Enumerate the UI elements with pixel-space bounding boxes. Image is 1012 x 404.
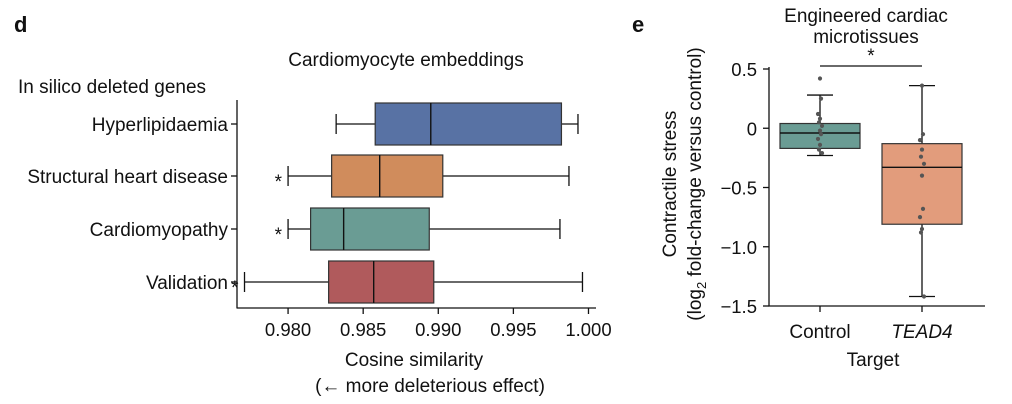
data-point	[919, 83, 925, 88]
chart-e-y-axis-label-part-a: (log	[685, 289, 706, 321]
chart-d-category-label: Validation	[146, 273, 228, 294]
chart-d-title: Cardiomyocyte embeddings	[288, 50, 524, 71]
data-point	[921, 161, 927, 166]
data-point	[817, 142, 823, 147]
iqr-box	[331, 154, 444, 198]
panel-e-chart: Engineered cardiac microtissues Contract…	[660, 6, 985, 371]
significance-star: *	[231, 278, 239, 299]
data-point	[816, 120, 822, 125]
chart-d-x-axis-note: (← more deleterious effect)	[315, 376, 545, 397]
data-point	[920, 132, 926, 137]
chart-e-title-line2: microtissues	[813, 27, 919, 48]
data-point	[816, 147, 822, 152]
data-point	[819, 151, 825, 156]
panel-label-e: e	[632, 12, 644, 37]
significance-star: *	[275, 225, 283, 246]
box-cardiomyopathy: Cardiomyopathy *	[90, 207, 561, 251]
box-hyperlipidaemia: Hyperlipidaemia	[92, 102, 579, 146]
data-point	[921, 294, 927, 299]
data-point	[815, 136, 821, 142]
chart-d-x-tick-label: 0.980	[265, 319, 311, 340]
data-point	[917, 138, 923, 143]
chart-d-x-tick-label: 0.985	[340, 319, 386, 340]
chart-d-x-axis-label: Cosine similarity	[345, 350, 484, 371]
chart-e-title-line1: Engineered cardiac	[784, 6, 948, 27]
chart-d-x-tick-label: 0.990	[415, 319, 461, 340]
data-point	[920, 206, 926, 211]
significance-star: *	[275, 172, 283, 193]
data-point	[817, 76, 823, 81]
chart-e-y-tick-label: 0.5	[731, 59, 757, 80]
chart-d-category-label: Cardiomyopathy	[90, 220, 229, 241]
significance-star: *	[867, 46, 875, 67]
chart-e-y-axis-label-part-b: fold-change versus control)	[685, 47, 706, 281]
data-point	[818, 96, 824, 101]
box-control: Control	[779, 76, 861, 343]
chart-e-category-label: Control	[789, 322, 850, 343]
chart-d-x-tick-label: 1.000	[565, 319, 611, 340]
chart-e-x-axis-label: Target	[847, 350, 901, 371]
box-validation: Validation *	[146, 260, 584, 304]
chart-e-y-tick-label: −0.5	[720, 178, 757, 199]
chart-e-y-axis-label-line2: (log2 fold-change versus control)	[685, 47, 709, 320]
data-point	[918, 230, 924, 235]
box-tead4: TEAD4	[881, 83, 963, 343]
iqr-box	[374, 102, 563, 146]
panel-label-d: d	[14, 12, 27, 37]
chart-e-y-tick-label: −1.5	[720, 296, 757, 317]
iqr-box	[310, 207, 430, 251]
chart-e-y-axis-label-line1: Contractile stress	[660, 111, 681, 258]
data-point	[815, 111, 821, 117]
chart-d-category-label: Structural heart disease	[27, 167, 228, 188]
data-point	[919, 173, 925, 178]
chart-e-category-label: TEAD4	[891, 322, 952, 343]
chart-d-group-heading: In silico deleted genes	[18, 77, 206, 98]
chart-d-x-tick-label: 0.995	[490, 319, 536, 340]
data-point	[919, 147, 925, 152]
chart-e-y-axis-label-subscript: 2	[694, 282, 709, 289]
chart-e-y-tick-label: −1.0	[720, 237, 757, 258]
box-structural-heart-disease: Structural heart disease *	[27, 154, 570, 198]
data-point	[818, 132, 824, 137]
chart-d-category-label: Hyperlipidaemia	[92, 115, 229, 136]
data-point	[817, 128, 823, 133]
data-point	[917, 215, 923, 220]
data-point	[819, 123, 825, 128]
data-point	[919, 226, 925, 232]
iqr-box	[328, 260, 435, 304]
data-point	[918, 154, 924, 159]
panel-d-chart: Cardiomyocyte embeddings In silico delet…	[18, 50, 612, 397]
data-point	[817, 116, 823, 121]
chart-e-y-tick-label: 0	[747, 118, 757, 139]
